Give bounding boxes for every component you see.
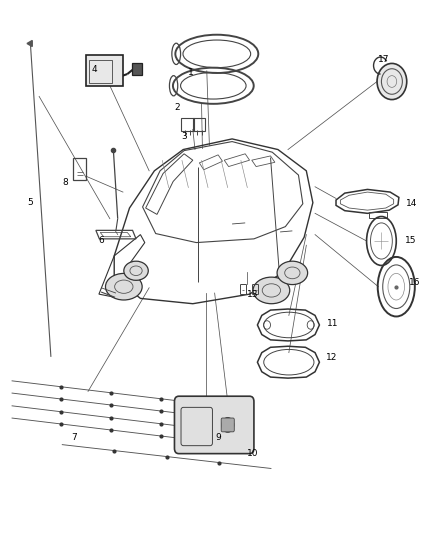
Ellipse shape	[377, 63, 407, 100]
Text: 6: 6	[98, 237, 104, 246]
Text: 8: 8	[63, 178, 68, 187]
Ellipse shape	[124, 261, 148, 280]
Text: 12: 12	[326, 353, 337, 362]
Text: 7: 7	[71, 433, 77, 442]
Text: 17: 17	[378, 55, 390, 63]
FancyBboxPatch shape	[132, 63, 142, 75]
Text: 10: 10	[247, 449, 259, 458]
Text: 4: 4	[92, 66, 97, 74]
Ellipse shape	[277, 261, 307, 285]
Text: 1: 1	[188, 68, 194, 77]
Text: 9: 9	[215, 433, 221, 442]
Text: 2: 2	[175, 102, 180, 111]
Text: 15: 15	[405, 237, 417, 246]
FancyBboxPatch shape	[221, 418, 234, 432]
Text: 14: 14	[406, 199, 418, 208]
FancyBboxPatch shape	[86, 55, 123, 86]
Text: 11: 11	[327, 319, 338, 328]
FancyBboxPatch shape	[174, 396, 254, 454]
Text: 13: 13	[247, 289, 259, 298]
Text: 16: 16	[409, 278, 420, 287]
Ellipse shape	[253, 277, 290, 304]
Text: 5: 5	[28, 198, 33, 207]
Text: 3: 3	[181, 132, 187, 141]
Ellipse shape	[106, 273, 142, 300]
